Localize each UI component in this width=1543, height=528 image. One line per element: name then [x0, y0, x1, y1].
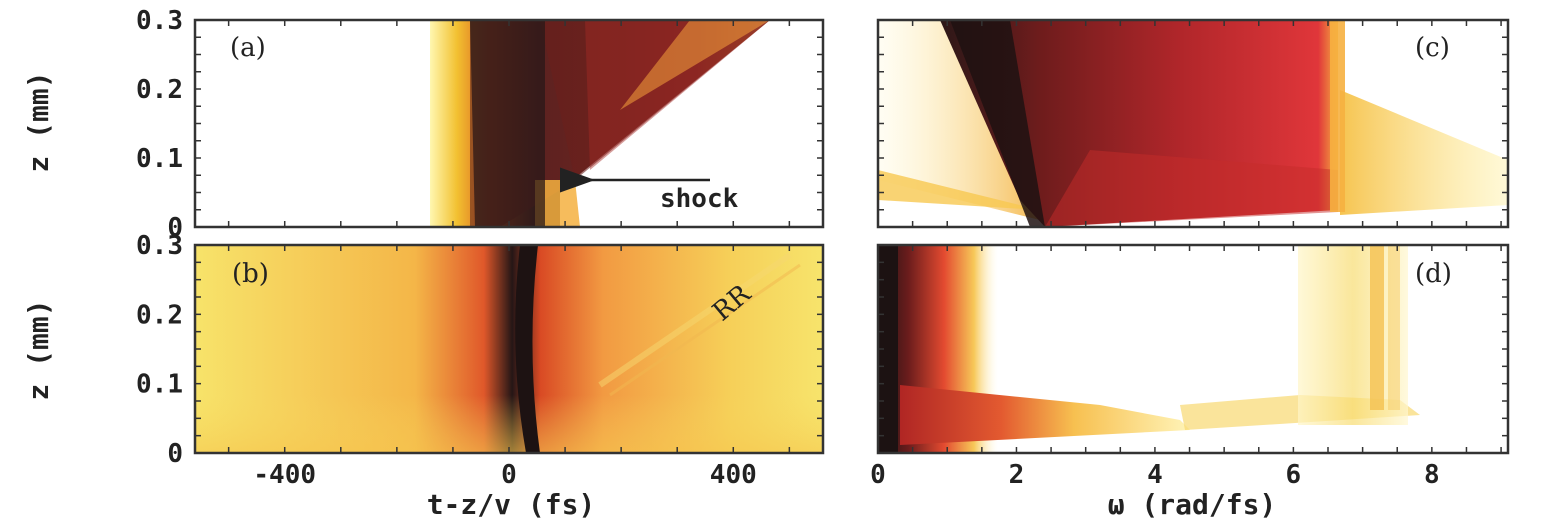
panel-d: (d) 0 2 4 6 8 ω (rad/fs)	[870, 243, 1510, 521]
panel-d-ticks	[877, 244, 1508, 454]
x-tick-label: 8	[1424, 460, 1440, 490]
panel-a-heatmap	[430, 20, 770, 227]
x-tick-label: 4	[1147, 460, 1163, 490]
x-tick-label: 0	[501, 460, 517, 490]
panel-c-label: (c)	[1415, 33, 1450, 63]
panel-a-y-axis-title: z (mm)	[22, 71, 55, 172]
y-tick-label: 0	[167, 213, 183, 243]
panel-b-heatmap	[195, 245, 823, 453]
y-tick-label: 0.3	[136, 231, 183, 261]
x-tick-label: 6	[1286, 460, 1302, 490]
panel-c: (c)	[876, 18, 1510, 229]
panel-c-heatmap	[878, 20, 1508, 227]
x-tick-label: -400	[253, 460, 316, 490]
y-tick-label: 0.1	[136, 370, 183, 400]
panel-a: (a) shock 0 0.1 0.2 0.3 z (mm)	[22, 6, 825, 243]
panel-b-x-axis-title: t-z/v (fs)	[427, 488, 596, 521]
x-tick-label: 2	[1009, 460, 1025, 490]
shock-annotation: shock	[660, 184, 739, 214]
panel-d-label: (d)	[1415, 259, 1452, 289]
y-tick-label: 0.1	[136, 144, 183, 174]
panel-a-ticks	[195, 19, 823, 228]
x-tick-label: 400	[710, 460, 757, 490]
x-tick-label: 0	[870, 460, 886, 490]
panel-b-y-axis-title: z (mm)	[22, 299, 55, 400]
panel-a-label: (a)	[230, 33, 266, 63]
y-tick-label: 0.2	[136, 75, 183, 105]
panel-a-y-tick-labels: 0 0.1 0.2 0.3	[136, 6, 183, 243]
y-tick-label: 0.2	[136, 300, 183, 330]
panel-b: (b) RR 00.10.20.3 -400 0 400 z (mm) t-z/v …	[22, 231, 825, 521]
panel-b-label: (b)	[232, 259, 269, 289]
panel-d-x-axis-title: ω (rad/fs)	[1108, 488, 1277, 521]
y-tick-label: 0.3	[136, 6, 183, 36]
y-tick-label: 0	[167, 439, 183, 469]
panel-b-y-tick-labels: 0 0.1 0.2 0.3	[136, 231, 183, 469]
panel-d-x-tick-labels: 0 2 4 6 8	[870, 460, 1440, 490]
panel-b-ticks	[195, 244, 823, 454]
panel-b-x-tick-labels: -400 0 400	[253, 460, 756, 490]
panel-c-ticks	[877, 19, 1508, 228]
